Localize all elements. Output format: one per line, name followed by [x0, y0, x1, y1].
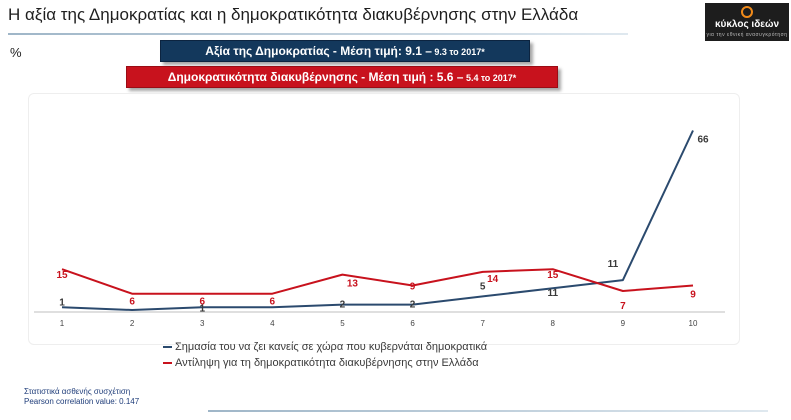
- x-tick-label: 6: [410, 319, 415, 328]
- legend-entry-democracy-importance: Σημασία του να ζει κανείς σε χώρα που κυ…: [163, 339, 487, 355]
- data-label: 15: [547, 270, 559, 281]
- data-label: 6: [129, 297, 135, 308]
- governance-banner: Δημοκρατικότητα διακυβέρνησης - Μέση τιμ…: [126, 66, 558, 88]
- plot-frame: [28, 93, 740, 345]
- governance-banner-main: Δημοκρατικότητα διακυβέρνησης - Μέση τιμ…: [167, 70, 464, 84]
- data-label: 9: [690, 290, 696, 301]
- data-label: 2: [410, 300, 416, 311]
- logo-ring-icon: [741, 6, 753, 18]
- series-line-governance-perception: [61, 268, 694, 295]
- x-tick-label: 3: [200, 319, 205, 328]
- data-label: 7: [620, 301, 626, 312]
- x-tick-label: 4: [270, 319, 275, 328]
- x-tick-label: 10: [689, 319, 698, 328]
- x-tick-label: 1: [60, 319, 65, 328]
- series-line-democracy-importance: [61, 130, 694, 311]
- logo-text: κύκλος ιδεών: [714, 19, 780, 30]
- x-tick-label: 5: [340, 319, 345, 328]
- footnote-pearson: Pearson correlation value: 0.147: [24, 397, 140, 406]
- x-tick-label: 7: [480, 319, 485, 328]
- data-label: 2: [340, 300, 346, 311]
- democracy-value-banner-main: Αξία της Δημοκρατίας - Μέση τιμή: 9.1 –: [205, 44, 432, 58]
- kyklos-ideon-logo: κύκλος ιδεών για την εθνική ανασυγκρότησ…: [705, 3, 789, 41]
- footnote-weak-correlation: Στατιστικά ασθενής συσχέτιση: [24, 387, 131, 396]
- x-tick-label: 8: [551, 319, 556, 328]
- data-label: 66: [697, 134, 709, 145]
- legend-entry-governance-perception: Αντίληψη για τη δημοκρατικότητα διακυβέρ…: [163, 355, 487, 371]
- x-tick-label: 9: [621, 319, 626, 328]
- data-label: 11: [547, 288, 558, 299]
- democracy-value-banner: Αξία της Δημοκρατίας - Μέση τιμή: 9.1 – …: [160, 40, 530, 62]
- x-tick-label: 2: [130, 319, 135, 328]
- legend-label-democracy-importance: Σημασία του να ζει κανείς σε χώρα που κυ…: [175, 341, 488, 353]
- unit-label: %: [10, 45, 22, 60]
- data-label: 15: [56, 270, 68, 281]
- title-underline: [8, 33, 628, 35]
- legend-swatch-blue: [163, 346, 172, 348]
- data-label: 6: [270, 297, 276, 308]
- data-label: 1: [59, 297, 65, 308]
- logo-subtext: για την εθνική ανασυγκρότηση: [706, 32, 788, 38]
- legend-label-governance-perception: Αντίληψη για τη δημοκρατικότητα διακυβέρ…: [175, 357, 479, 369]
- democracy-value-banner-2017: 9.3 το 2017*: [431, 47, 485, 57]
- data-label: 13: [347, 279, 359, 290]
- data-label: 14: [487, 274, 499, 285]
- data-label: 5: [480, 281, 486, 292]
- bottom-rule: [208, 410, 768, 412]
- governance-banner-2017: 5.4 το 2017*: [463, 73, 517, 83]
- data-label: 1: [199, 303, 205, 314]
- legend-swatch-red: [163, 362, 172, 364]
- footnote: Στατιστικά ασθενής συσχέτιση Pearson cor…: [24, 387, 139, 407]
- data-label: 11: [608, 259, 619, 270]
- data-label: 9: [410, 282, 416, 293]
- data-label: 6: [199, 297, 205, 308]
- page-title: Η αξία της Δημοκρατίας και η δημοκρατικό…: [8, 5, 579, 24]
- chart-legend: Σημασία του να ζει κανείς σε χώρα που κυ…: [163, 339, 487, 371]
